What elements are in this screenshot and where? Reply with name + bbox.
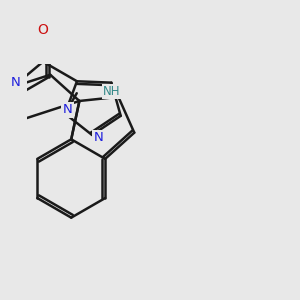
Text: NH: NH	[103, 85, 121, 98]
Text: N: N	[94, 131, 103, 144]
Text: O: O	[38, 22, 49, 37]
Text: N: N	[63, 103, 73, 116]
Text: N: N	[11, 76, 20, 89]
